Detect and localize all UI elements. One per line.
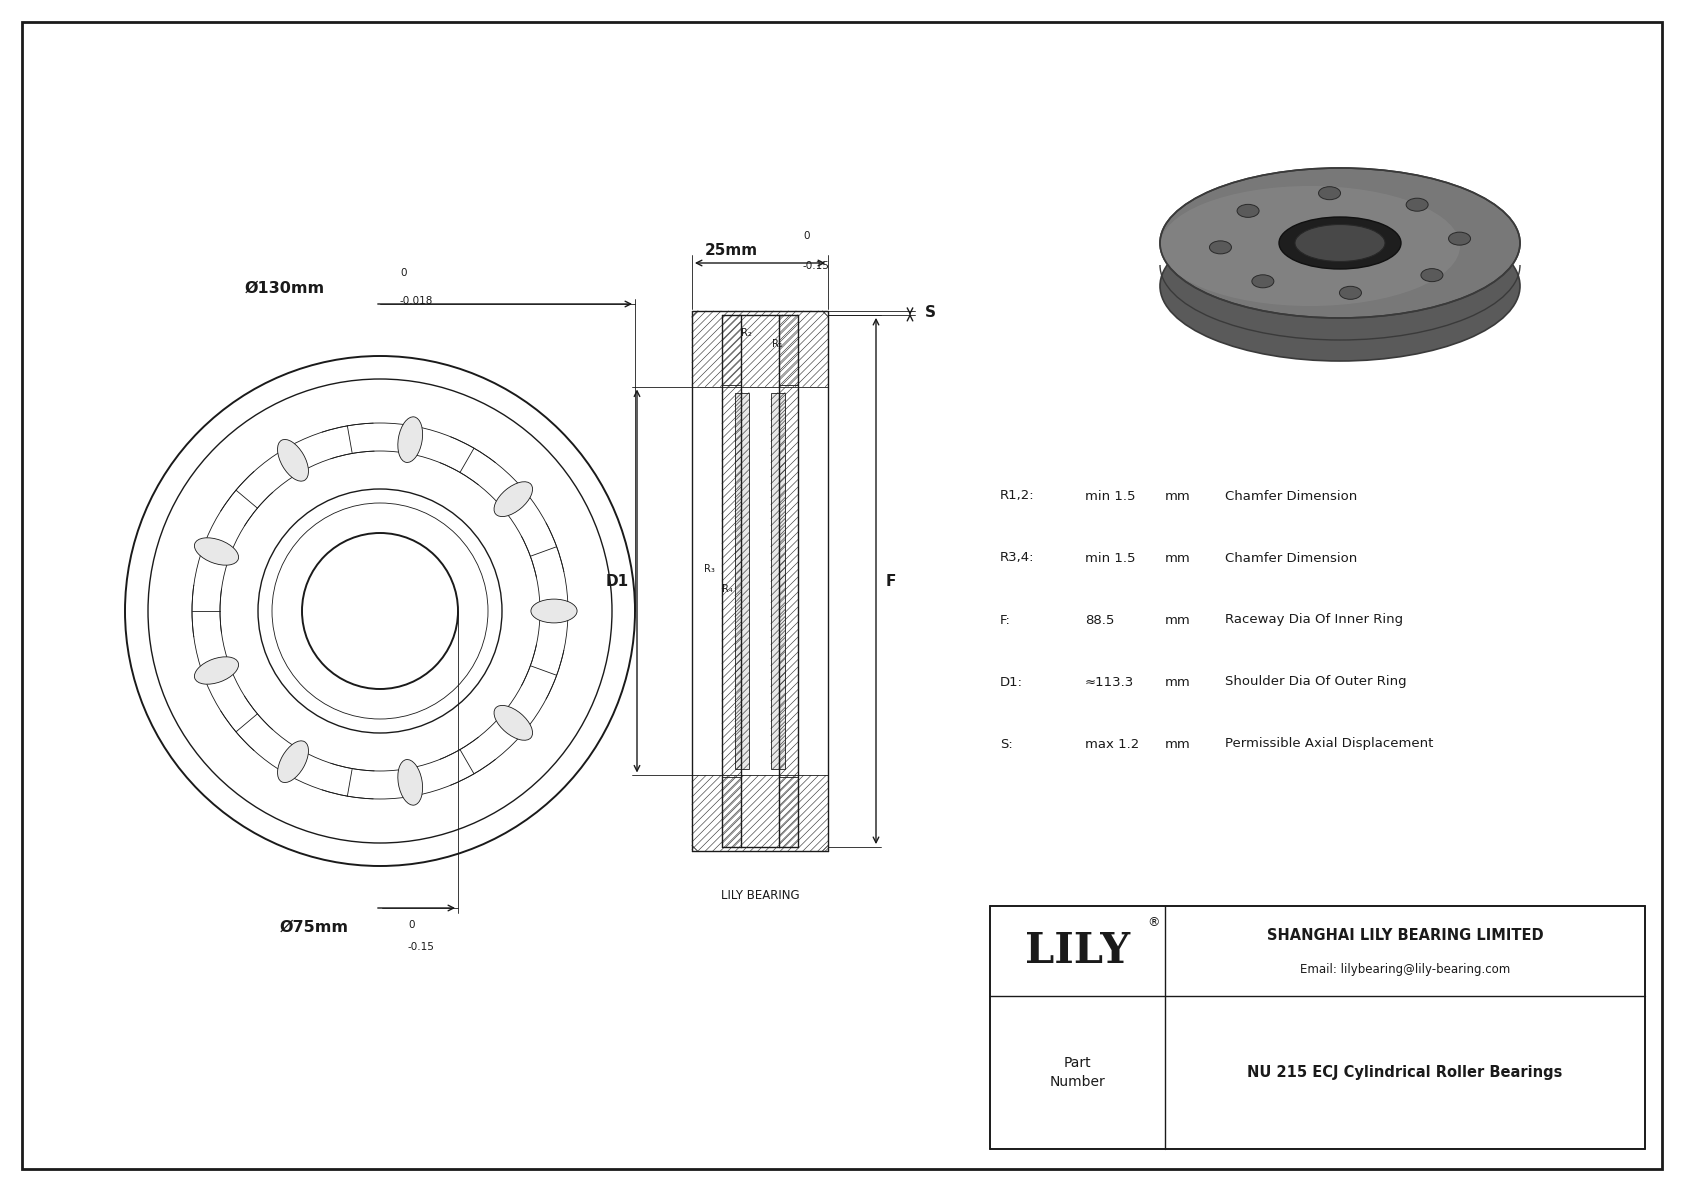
Ellipse shape bbox=[194, 656, 239, 684]
Text: LILY: LILY bbox=[1026, 930, 1130, 972]
Text: Ø75mm: Ø75mm bbox=[280, 919, 349, 935]
Text: NU 215 ECJ Cylindrical Roller Bearings: NU 215 ECJ Cylindrical Roller Bearings bbox=[1248, 1065, 1563, 1080]
Ellipse shape bbox=[493, 481, 532, 517]
Text: R₁: R₁ bbox=[771, 339, 783, 349]
Text: S: S bbox=[925, 306, 936, 320]
Text: min 1.5: min 1.5 bbox=[1084, 551, 1135, 565]
Ellipse shape bbox=[1209, 241, 1231, 254]
Text: Chamfer Dimension: Chamfer Dimension bbox=[1224, 490, 1357, 503]
Text: min 1.5: min 1.5 bbox=[1084, 490, 1135, 503]
Text: -0.15: -0.15 bbox=[408, 942, 434, 952]
Ellipse shape bbox=[1160, 168, 1521, 318]
Ellipse shape bbox=[1339, 286, 1361, 299]
Text: R₂: R₂ bbox=[741, 328, 753, 338]
Ellipse shape bbox=[530, 599, 578, 623]
Text: -0.15: -0.15 bbox=[803, 261, 830, 272]
Ellipse shape bbox=[1238, 205, 1260, 218]
Text: 0: 0 bbox=[401, 268, 406, 278]
Text: Permissible Axial Displacement: Permissible Axial Displacement bbox=[1224, 737, 1433, 750]
Ellipse shape bbox=[194, 538, 239, 566]
Ellipse shape bbox=[1160, 211, 1521, 361]
Text: LILY BEARING: LILY BEARING bbox=[721, 888, 800, 902]
Text: 88.5: 88.5 bbox=[1084, 613, 1115, 626]
Text: 0: 0 bbox=[803, 231, 810, 241]
Ellipse shape bbox=[493, 705, 532, 741]
Text: max 1.2: max 1.2 bbox=[1084, 737, 1140, 750]
Text: SHANGHAI LILY BEARING LIMITED: SHANGHAI LILY BEARING LIMITED bbox=[1266, 928, 1543, 942]
Bar bbox=[771, 393, 785, 769]
Text: mm: mm bbox=[1165, 490, 1191, 503]
Text: D1:: D1: bbox=[1000, 675, 1022, 688]
Ellipse shape bbox=[1160, 186, 1460, 306]
Text: S:: S: bbox=[1000, 737, 1012, 750]
Text: Email: lilybearing@lily-bearing.com: Email: lilybearing@lily-bearing.com bbox=[1300, 962, 1511, 975]
Text: mm: mm bbox=[1165, 737, 1191, 750]
Text: mm: mm bbox=[1165, 675, 1191, 688]
Text: R₃: R₃ bbox=[704, 565, 716, 574]
Text: Raceway Dia Of Inner Ring: Raceway Dia Of Inner Ring bbox=[1224, 613, 1403, 626]
Ellipse shape bbox=[397, 760, 423, 805]
Text: R3,4:: R3,4: bbox=[1000, 551, 1034, 565]
Text: R₄: R₄ bbox=[722, 584, 733, 594]
Ellipse shape bbox=[1251, 275, 1273, 288]
Text: mm: mm bbox=[1165, 551, 1191, 565]
Text: D1: D1 bbox=[606, 574, 630, 588]
Text: mm: mm bbox=[1165, 613, 1191, 626]
Text: Part
Number: Part Number bbox=[1049, 1056, 1105, 1089]
Ellipse shape bbox=[1421, 269, 1443, 281]
Text: 0: 0 bbox=[408, 919, 414, 930]
Text: -0.018: -0.018 bbox=[401, 297, 433, 306]
Text: R1,2:: R1,2: bbox=[1000, 490, 1034, 503]
Ellipse shape bbox=[278, 741, 308, 782]
Ellipse shape bbox=[278, 439, 308, 481]
Bar bbox=[734, 393, 749, 769]
Ellipse shape bbox=[1319, 187, 1340, 200]
Text: F: F bbox=[886, 574, 896, 588]
Ellipse shape bbox=[1406, 198, 1428, 211]
Text: ≈113.3: ≈113.3 bbox=[1084, 675, 1135, 688]
Ellipse shape bbox=[1280, 217, 1401, 269]
Text: Ø130mm: Ø130mm bbox=[244, 281, 325, 297]
Ellipse shape bbox=[1295, 224, 1384, 262]
Text: F:: F: bbox=[1000, 613, 1010, 626]
Ellipse shape bbox=[1280, 218, 1399, 268]
Text: ®: ® bbox=[1147, 917, 1160, 929]
Ellipse shape bbox=[1448, 232, 1470, 245]
Text: 25mm: 25mm bbox=[706, 243, 758, 258]
Text: Chamfer Dimension: Chamfer Dimension bbox=[1224, 551, 1357, 565]
Text: Shoulder Dia Of Outer Ring: Shoulder Dia Of Outer Ring bbox=[1224, 675, 1406, 688]
Ellipse shape bbox=[397, 417, 423, 462]
